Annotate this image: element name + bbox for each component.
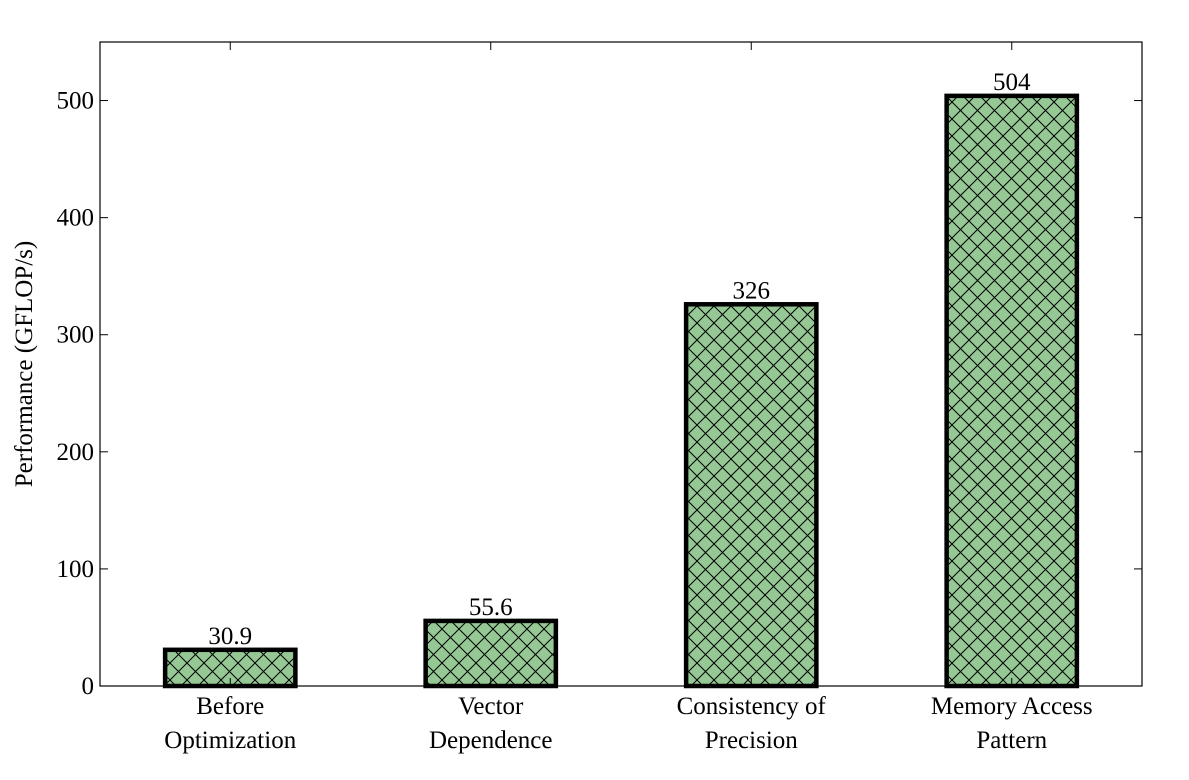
bar-value-label: 326 xyxy=(733,277,771,304)
bar xyxy=(683,302,819,689)
x-tick-label: Optimization xyxy=(164,727,296,754)
y-tick-label: 200 xyxy=(57,439,95,466)
x-tick-label: Consistency of xyxy=(677,693,827,720)
bar-value-label: 504 xyxy=(993,69,1031,96)
x-tick-label: Memory Access xyxy=(931,693,1093,720)
y-tick-label: 300 xyxy=(57,322,95,349)
y-tick-label: 100 xyxy=(57,556,95,583)
x-tick-label: Pattern xyxy=(976,727,1047,754)
x-tick-label: Precision xyxy=(705,727,799,754)
y-axis-label: Performance (GFLOP/s) xyxy=(11,241,38,487)
x-tick-label: Dependence xyxy=(429,727,553,754)
y-tick-label: 0 xyxy=(82,673,95,700)
bar-value-label: 30.9 xyxy=(208,623,252,650)
x-tick-label: Before xyxy=(196,693,264,720)
plot-frame xyxy=(99,41,1143,687)
y-tick-label: 500 xyxy=(57,88,95,115)
x-tick-label: Vector xyxy=(458,693,524,720)
y-tick-label: 400 xyxy=(57,205,95,232)
bar xyxy=(423,618,559,689)
bar xyxy=(944,93,1080,689)
bar-value-label: 55.6 xyxy=(469,594,513,621)
